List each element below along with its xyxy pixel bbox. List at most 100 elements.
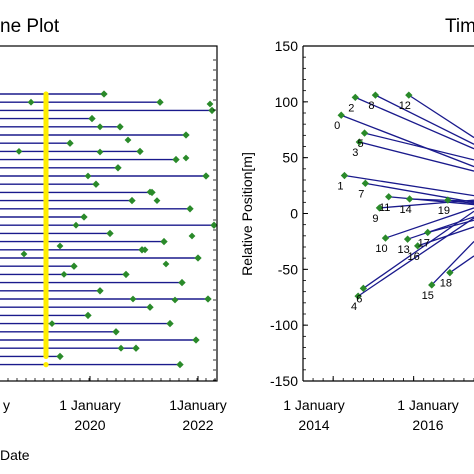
baseline-end-point [166,319,174,328]
series-line-18 [449,255,474,274]
series-point-6 [359,284,368,292]
series-label-14: 14 [399,204,411,216]
series-point-4 [354,292,362,300]
reference-point [43,189,49,195]
series-label-5: 5 [357,138,363,150]
baseline-mid-point [60,271,68,278]
series-label-6: 6 [356,293,362,305]
series-point-1 [340,171,349,180]
left-x-tick-1-line2: 2020 [74,417,105,433]
series-line-8 [375,94,474,145]
reference-point [43,312,49,318]
baseline-end-point [66,139,74,147]
baseline-mid-point [72,221,80,229]
baseline-end-point [100,90,108,98]
reference-point [43,148,49,154]
baseline-end-point [182,131,190,139]
reference-point [43,255,49,261]
baseline-end-point [208,106,216,115]
baseline-end-point [122,270,130,279]
series-line-5 [364,132,474,161]
series-label-7: 7 [358,188,364,200]
series-point-15 [428,281,436,289]
baseline-end-point [70,262,78,270]
reference-point [43,124,49,130]
baseline-end-point [84,311,92,320]
series-point-2 [351,93,359,102]
reference-point [43,337,49,343]
left-x-tick-0-line1: y [3,397,10,413]
baseline-mid-point [84,172,92,180]
baseline-extra-point [20,250,28,258]
baseline-end-point [92,180,100,188]
left-x-tick-2-line1: 1January [169,397,227,413]
series-label-1: 1 [337,181,343,193]
reference-point [43,296,49,302]
baseline-end-point [96,287,104,295]
right-y-tick-label: -50 [278,261,298,277]
series-line-10 [385,207,474,239]
baseline-end-point [172,155,180,164]
baseline-extra-point [146,188,154,196]
baseline-mid-point [153,197,161,204]
baseline-end-point [176,360,184,369]
series-point-17 [424,228,432,237]
baseline-end-point [132,344,140,352]
reference-point [43,173,49,179]
series-point-13 [403,235,412,243]
baseline-end-point [56,352,64,361]
series-point-14 [405,195,414,203]
baseline-extra-point [56,242,64,250]
series-label-15: 15 [422,290,434,302]
left-x-tick-1-line1: 1 January [59,397,120,413]
left-plot-area [0,59,218,381]
left-x-tick-2-line2: 2022 [182,417,213,433]
series-line-14 [409,198,474,202]
reference-point [43,280,49,286]
reference-point [43,214,49,220]
baseline-end-point [80,213,88,221]
baseline-extra-point [188,232,196,240]
series-label-4: 4 [351,301,357,313]
baseline-extra-point [162,260,170,268]
right-y-axis-label: Relative Position[m] [239,152,255,276]
reference-point [43,222,49,228]
series-point-7 [361,179,370,188]
reference-point [43,132,49,138]
series-label-17: 17 [418,237,430,249]
right-y-tick-label: -150 [270,373,298,389]
series-label-18: 18 [440,278,452,290]
reference-point [43,304,49,310]
baseline-extra-point [96,148,104,156]
reference-point [43,271,49,277]
series-line-11 [388,196,474,206]
right-y-tick-label: 100 [275,94,299,110]
baseline-mid-point [96,123,104,131]
baseline-extra-point [206,100,214,108]
series-label-12: 12 [399,100,411,112]
baseline-end-point [204,295,212,303]
series-point-9 [375,204,384,212]
right-y-tick-label: 50 [282,150,298,166]
reference-point [43,107,49,113]
baseline-end-point [202,172,210,180]
series-label-0: 0 [334,120,340,132]
series-point-3 [355,138,364,146]
right-y-tick-label: -100 [270,317,298,333]
series-line-6 [362,210,474,289]
series-line-0 [340,114,474,168]
series-point-5 [360,129,369,137]
reference-point [43,263,49,269]
baseline-end-point [178,278,186,287]
baseline-end-point [160,237,168,246]
reference-point [43,247,49,253]
right-x-tick-1-line1: 1 January [397,397,458,413]
series-point-12 [405,91,413,99]
reference-point [43,99,49,105]
baseline-mid-point [15,148,23,155]
right-y-tick-label: 150 [275,38,299,54]
series-label-3: 3 [352,147,358,159]
right-y-tick-label: 0 [290,206,298,222]
left-plot-frame [0,45,218,382]
